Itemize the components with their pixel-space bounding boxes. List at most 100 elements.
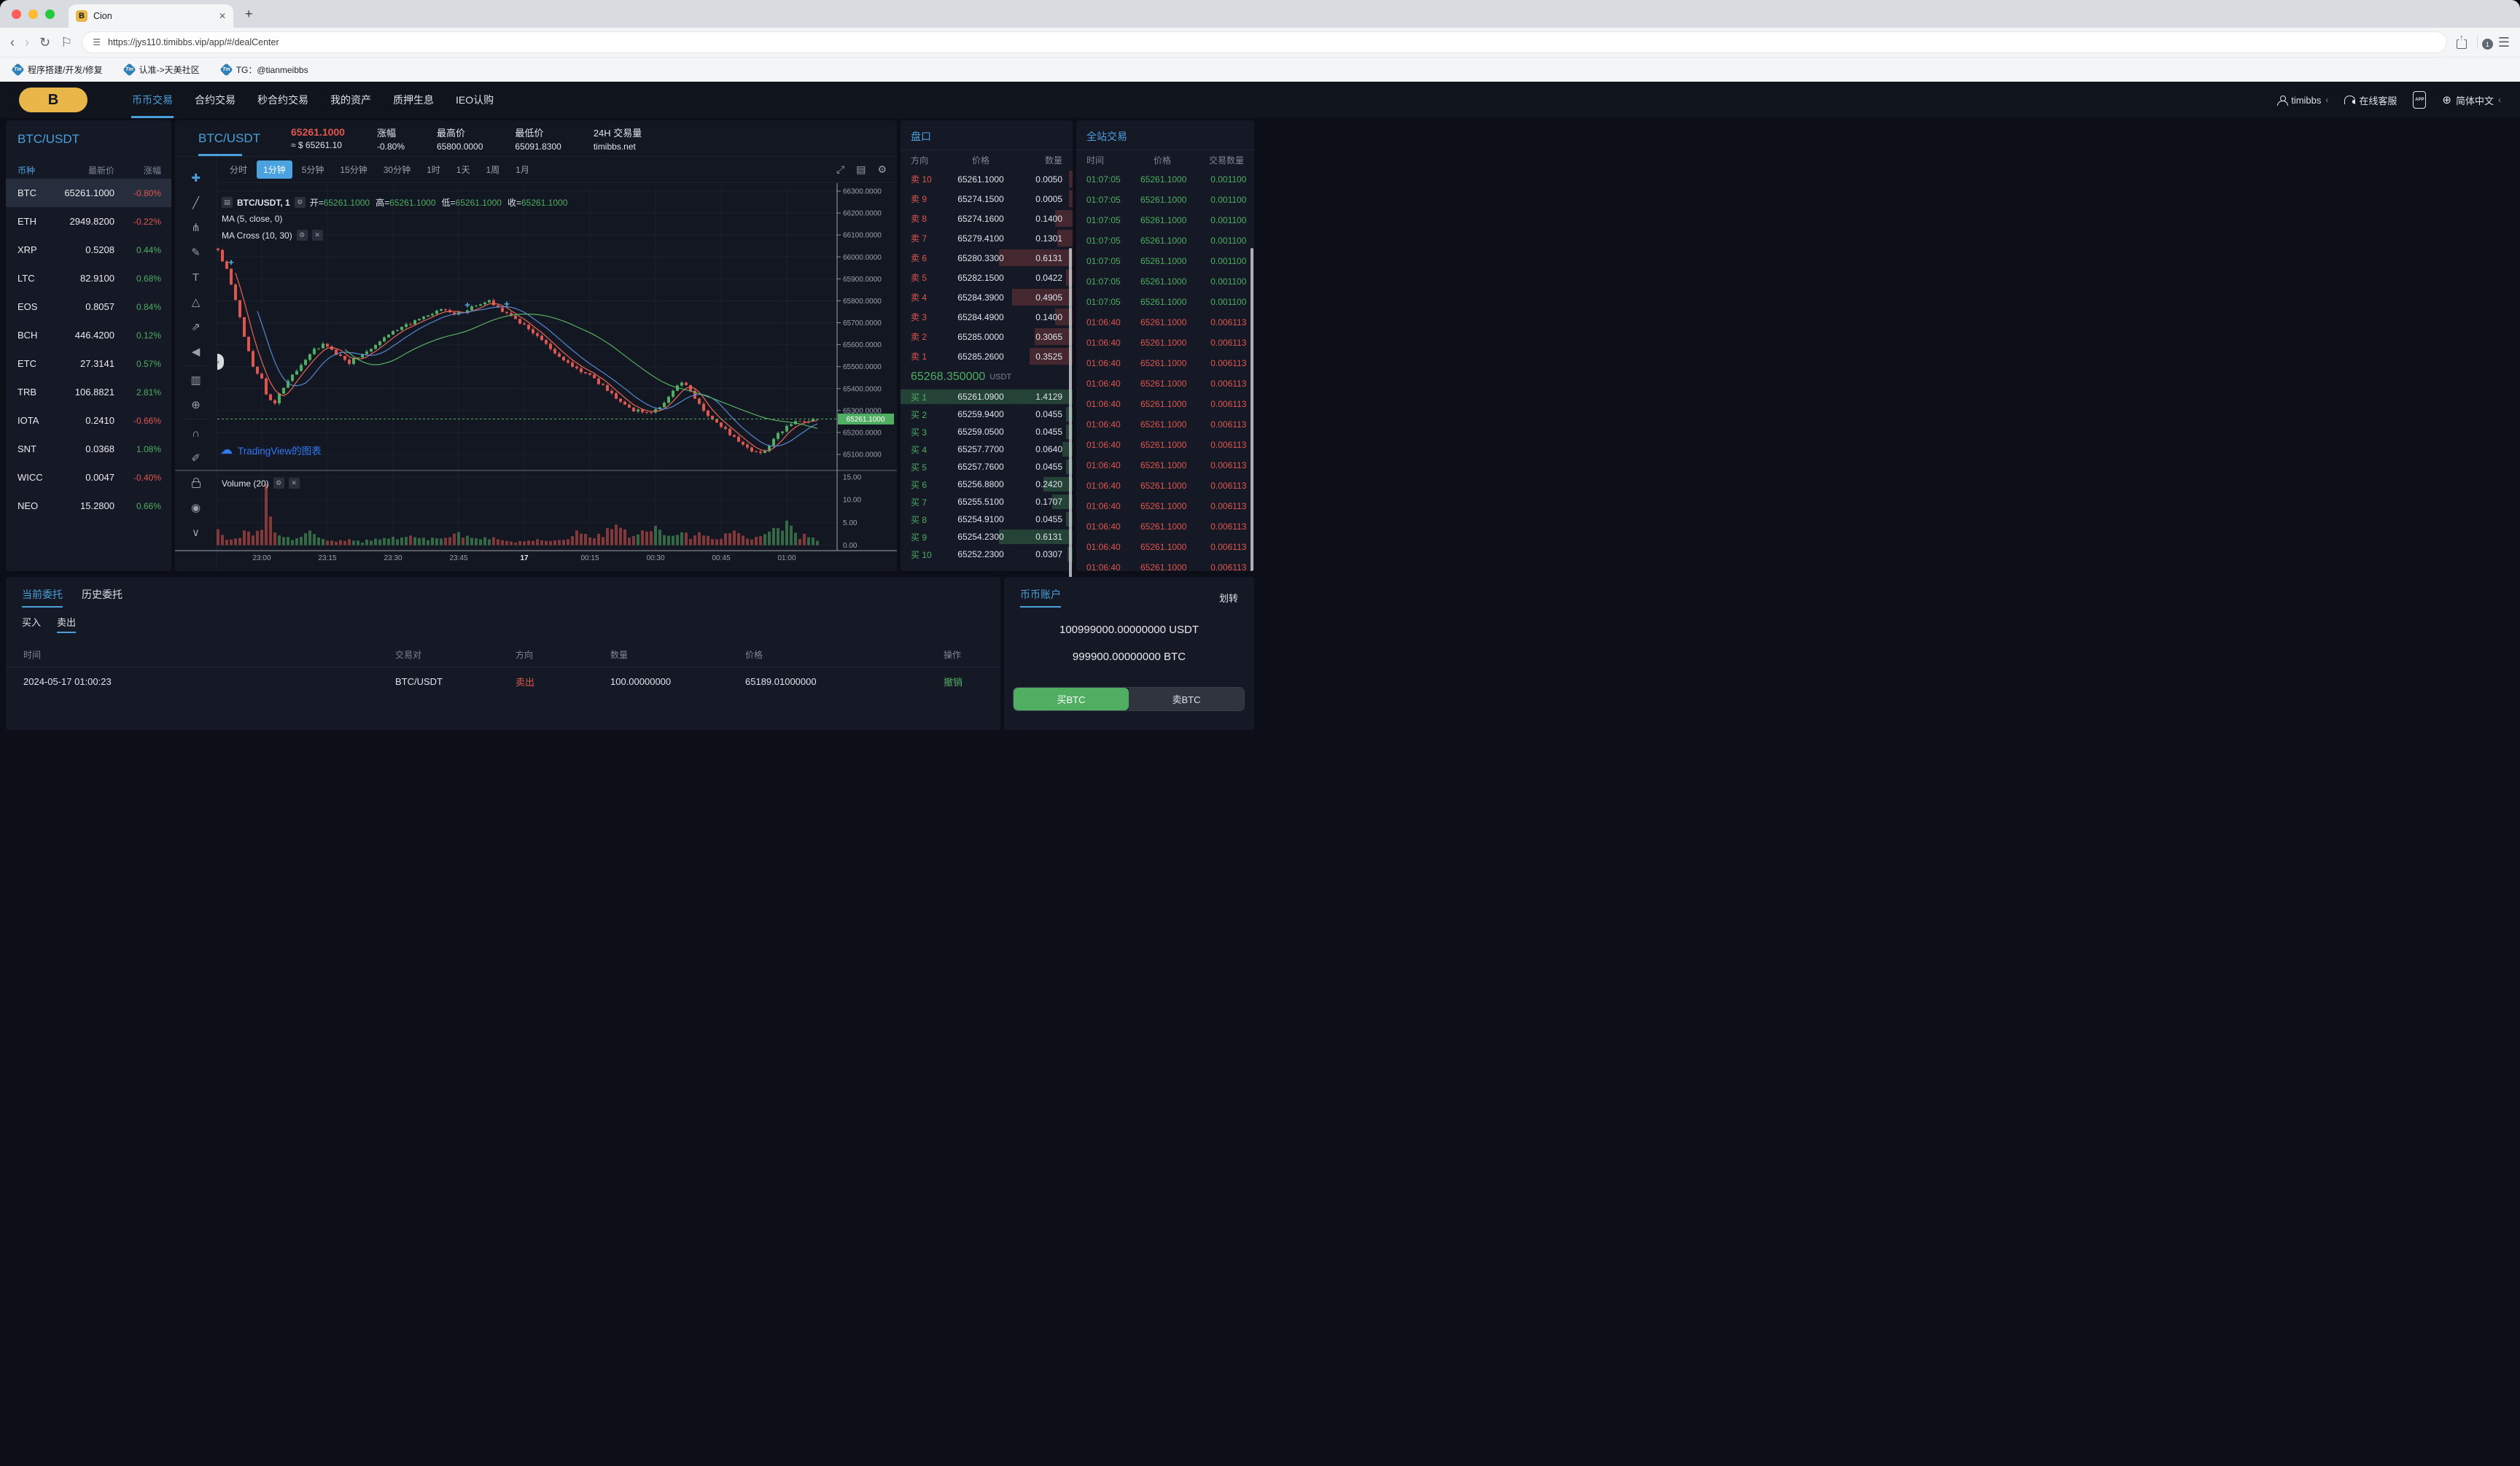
trend-line-icon[interactable]: ╱ [192,197,200,209]
trades-scrollbar[interactable] [1251,248,1253,571]
magnet-icon[interactable]: ∩ [192,427,200,440]
close-icon[interactable]: ✕ [288,478,300,489]
orderbook-bid-row[interactable]: 买 3 65259.0500 0.0455 [901,423,1073,441]
timeframe-button[interactable]: 1时 [427,165,440,175]
timeframe-button[interactable]: 1月 [516,165,529,175]
coin-row[interactable]: IOTA 0.2410 -0.66% [6,406,171,435]
tradingview-watermark[interactable]: ☁ TradingView的图表 [220,443,322,457]
brush-icon[interactable]: ✎ [191,247,201,259]
nav-item[interactable]: 质押生息 [393,94,434,106]
brand-logo[interactable]: B [19,88,88,112]
timeframe-button[interactable]: 30分钟 [383,165,411,175]
orders-tab[interactable]: 历史委托 [82,589,122,600]
candlestick-chart[interactable]: 66300.0000 66200.0000 66100.0000 66000.0000… [175,183,897,571]
bookmark-flag-icon[interactable]: ⚐ [61,35,73,50]
orderbook-bid-row[interactable]: 买 4 65257.7700 0.0640 [901,441,1073,458]
orders-tab[interactable]: 当前委托 [22,587,63,608]
lock-icon[interactable] [184,470,209,495]
language-menu[interactable]: ⊕ 简体中文 ‹ [2442,93,2501,107]
share-icon[interactable]: ↑ [2456,33,2467,49]
sell-btc-button[interactable]: 卖BTC [1129,688,1244,710]
close-window-button[interactable] [12,9,21,19]
minimize-window-button[interactable] [28,9,38,19]
orders-subtab[interactable]: 卖出 [57,615,77,633]
coin-row[interactable]: SNT 0.0368 1.08% [6,435,171,463]
user-menu[interactable]: timibbs ‹ [2277,95,2328,106]
timeframe-button[interactable]: 分时 [230,165,248,175]
timeframe-button[interactable]: 15分钟 [340,165,368,175]
new-tab-button[interactable]: + [245,7,253,21]
bookmark-item[interactable]: Tm 认准->天美社区 [122,63,200,77]
crosshair-icon[interactable]: ✚ [191,172,201,185]
url-bar[interactable]: ☰ https://jys110.timibbs.vip/app/#/dealC… [82,32,2446,53]
timeframe-button[interactable]: 5分钟 [301,165,324,175]
orderbook-ask-row[interactable]: 卖 4 65284.3900 0.4905 [901,287,1073,307]
buy-btc-button[interactable]: 买BTC [1014,688,1129,710]
coin-row[interactable]: NEO 15.2800 0.66% [6,492,171,520]
nav-item[interactable]: 币币交易 [121,82,184,118]
sidebar-collapse-handle[interactable]: ‹ [217,354,224,370]
orderbook-ask-row[interactable]: 卖 1 65285.2600 0.3525 [901,346,1073,366]
orderbook-bid-row[interactable]: 买 2 65259.9400 0.0455 [901,406,1073,423]
timeframe-button[interactable]: 1天 [456,165,470,175]
nav-item[interactable]: IEO认购 [456,94,494,106]
projection-icon[interactable]: ⇗ [191,321,201,333]
xabcd-pattern-icon[interactable]: △ [191,296,201,309]
timeframe-button[interactable]: 1分钟 [257,160,292,179]
order-cancel-link[interactable]: 撤销 [944,677,963,688]
menu-icon[interactable]: ☰ [2497,35,2510,50]
gear-icon[interactable]: ⚙ [273,478,284,489]
orderbook-ask-row[interactable]: 卖 8 65274.1600 0.1400 [901,209,1073,228]
bookmark-item[interactable]: Tm TG：@tianmeibbs [219,63,308,77]
close-icon[interactable]: ✕ [311,230,323,241]
fullscreen-icon[interactable]: ⤢ [836,163,845,175]
orderbook-ask-row[interactable]: 卖 7 65279.4100 0.1301 [901,228,1073,248]
coin-row[interactable]: ETH 2949.8200 -0.22% [6,207,171,236]
orderbook-ask-row[interactable]: 卖 6 65280.3300 0.6131 [901,248,1073,268]
orderbook-ask-row[interactable]: 卖 5 65282.1500 0.0422 [901,268,1073,287]
indicators-icon[interactable]: ▤ [856,163,866,175]
coin-row[interactable]: EOS 0.8057 0.84% [6,292,171,321]
nav-item[interactable]: 我的资产 [330,94,371,106]
orderbook-bid-row[interactable]: 买 7 65255.5100 0.1707 [901,493,1073,511]
coin-row[interactable]: WICC 0.0047 -0.40% [6,463,171,492]
timeframe-button[interactable]: 1周 [486,165,500,175]
browser-tab[interactable]: B Cion ✕ [69,4,233,28]
zoom-window-button[interactable] [45,9,55,19]
coin-row[interactable]: TRB 106.8821 2.81% [6,378,171,406]
site-settings-icon[interactable]: ☰ [93,37,101,47]
gear-icon[interactable]: ⚙ [294,197,306,208]
coin-row[interactable]: BCH 446.4200 0.12% [6,321,171,349]
coin-row[interactable]: ETC 27.3141 0.57% [6,349,171,378]
arrow-left-icon[interactable]: ◀ [191,346,201,358]
pitchfork-icon[interactable]: ⋔ [191,222,201,234]
nav-item[interactable]: 秒合约交易 [257,94,308,106]
online-support[interactable]: 在线客服 [2344,93,2397,107]
bars-pattern-icon[interactable]: ▥ [190,374,201,387]
reload-icon[interactable]: ↻ [39,35,51,50]
orderbook-ask-row[interactable]: 卖 3 65284.4900 0.1400 [901,307,1073,327]
eye-icon[interactable]: ◉ [190,502,201,514]
orderbook-bid-row[interactable]: 买 1 65261.0900 1.4129 [901,388,1073,406]
orderbook-ask-row[interactable]: 卖 9 65274.1500 0.0005 [901,189,1073,209]
orderbook-bid-row[interactable]: 买 9 65254.2300 0.6131 [901,528,1073,546]
chart-settings-icon[interactable]: ⚙ [877,163,887,175]
app-download-icon[interactable]: APP [2413,91,2427,109]
back-icon[interactable]: ‹ [10,35,15,50]
orderbook-scrollbar[interactable] [1069,248,1072,583]
orders-subtab[interactable]: 买入 [22,617,42,628]
gear-icon[interactable]: ⚙ [296,230,308,241]
orderbook-ask-row[interactable]: 卖 2 65285.0000 0.3065 [901,327,1073,346]
zoom-in-icon[interactable]: ⊕ [191,399,201,411]
collapse-icon[interactable]: ∨ [192,527,200,539]
orderbook-bid-row[interactable]: 买 8 65254.9100 0.0455 [901,511,1073,528]
draw-unlock-icon[interactable]: ✐ [191,452,201,465]
transfer-link[interactable]: 划转 [1218,592,1238,604]
orderbook-ask-row[interactable]: 卖 10 65261.1000 0.0050 [901,169,1073,189]
coin-row[interactable]: LTC 82.9100 0.68% [6,264,171,292]
coin-row[interactable]: XRP 0.5208 0.44% [6,236,171,264]
orderbook-bid-row[interactable]: 买 5 65257.7600 0.0455 [901,458,1073,476]
coin-row[interactable]: BTC 65261.1000 -0.80% [6,179,171,207]
tab-close-icon[interactable]: ✕ [218,11,226,21]
nav-item[interactable]: 合约交易 [195,94,236,106]
